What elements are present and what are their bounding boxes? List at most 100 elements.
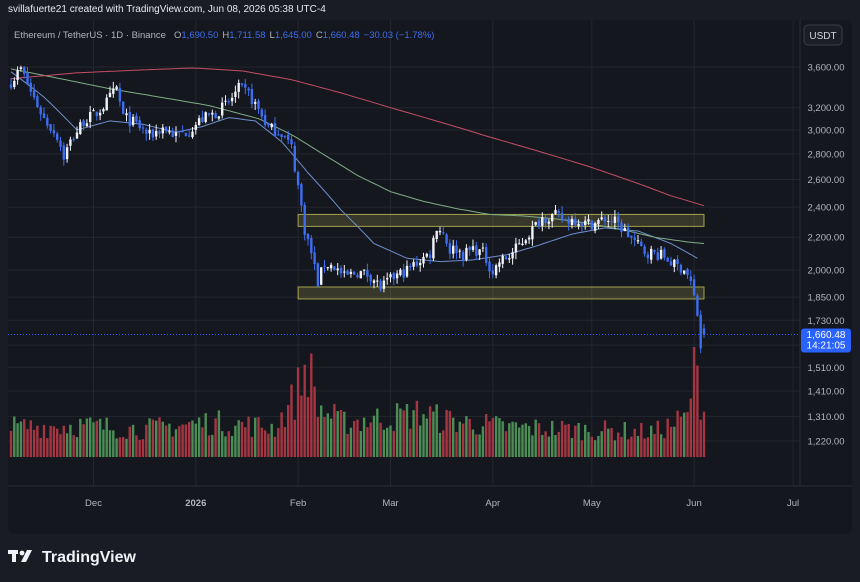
candle-body[interactable] (359, 271, 362, 279)
candle-body[interactable] (349, 271, 353, 275)
candle-body[interactable] (478, 249, 481, 256)
candle-body[interactable] (287, 134, 290, 140)
candle-body[interactable] (13, 80, 16, 88)
candle-body[interactable] (399, 269, 402, 276)
candle-body[interactable] (135, 115, 138, 122)
candle-body[interactable] (85, 123, 89, 127)
candle-body[interactable] (240, 83, 244, 85)
candle-body[interactable] (293, 145, 296, 172)
candle-body[interactable] (623, 227, 626, 232)
candle-body[interactable] (323, 265, 326, 267)
candle-body[interactable] (316, 263, 320, 287)
candle-body[interactable] (511, 252, 514, 259)
candle-body[interactable] (277, 134, 280, 136)
candle-body[interactable] (518, 243, 521, 245)
candle-body[interactable] (310, 238, 313, 254)
candle-body[interactable] (379, 280, 382, 291)
candle-body[interactable] (461, 252, 465, 261)
candle-body[interactable] (504, 256, 508, 260)
candle-body[interactable] (290, 139, 293, 145)
candle-body[interactable] (273, 123, 277, 136)
candle-body[interactable] (69, 139, 72, 146)
candle-body[interactable] (610, 221, 613, 223)
candle-body[interactable] (481, 247, 485, 249)
candle-body[interactable] (92, 110, 95, 112)
candle-body[interactable] (211, 112, 214, 115)
candle-body[interactable] (207, 113, 211, 115)
candle-body[interactable] (425, 253, 428, 257)
candle-body[interactable] (564, 219, 567, 221)
candle-body[interactable] (656, 252, 659, 260)
candle-body[interactable] (118, 88, 122, 102)
candle-body[interactable] (590, 220, 593, 230)
candle-body[interactable] (485, 247, 488, 263)
candle-body[interactable] (448, 243, 452, 254)
candle-body[interactable] (366, 269, 369, 277)
candle-body[interactable] (89, 111, 92, 122)
candle-body[interactable] (666, 257, 669, 262)
candle-body[interactable] (491, 270, 494, 275)
candle-body[interactable] (108, 92, 112, 98)
chart-panel[interactable]: 3,600.00 3,200.00 3,000.00 2,800.00 2,600.00… (8, 20, 852, 534)
candle-body[interactable] (131, 116, 135, 126)
candle-body[interactable] (445, 234, 448, 244)
candle-body[interactable] (603, 217, 607, 222)
candle-body[interactable] (372, 280, 376, 283)
candle-body[interactable] (577, 223, 580, 227)
candle-body[interactable] (39, 107, 42, 115)
candle-body[interactable] (376, 280, 379, 282)
candle-body[interactable] (98, 112, 102, 116)
candle-body[interactable] (537, 220, 541, 227)
candle-body[interactable] (217, 116, 221, 119)
candle-body[interactable] (72, 139, 75, 141)
candle-body[interactable] (386, 278, 389, 280)
candle-body[interactable] (95, 111, 98, 117)
candle-body[interactable] (32, 90, 36, 98)
candle-body[interactable] (313, 252, 316, 265)
candle-body[interactable] (663, 249, 666, 258)
candle-body[interactable] (468, 247, 471, 251)
candle-body[interactable] (613, 216, 617, 223)
candle-body[interactable] (306, 233, 310, 240)
candle-body[interactable] (531, 226, 534, 240)
candle-body[interactable] (16, 70, 19, 81)
candle-body[interactable] (52, 130, 56, 134)
candle-body[interactable] (620, 222, 623, 232)
candle-body[interactable] (353, 271, 356, 275)
candle-body[interactable] (521, 243, 524, 246)
candle-body[interactable] (498, 262, 501, 267)
candle-body[interactable] (428, 254, 432, 258)
candle-body[interactable] (683, 270, 686, 274)
candle-body[interactable] (122, 101, 125, 114)
candle-body[interactable] (501, 255, 504, 264)
candle-body[interactable] (326, 267, 329, 269)
price-axis[interactable]: 3,600.00 3,200.00 3,000.00 2,800.00 2,600.00… (808, 63, 845, 448)
candle-body[interactable] (49, 124, 52, 131)
candle-body[interactable] (669, 261, 673, 266)
candle-body[interactable] (191, 131, 194, 138)
candle-body[interactable] (188, 135, 191, 137)
candle-body[interactable] (178, 130, 181, 133)
candle-body[interactable] (362, 269, 366, 271)
candle-body[interactable] (260, 109, 263, 117)
candle-body[interactable] (161, 127, 164, 134)
candle-body[interactable] (230, 97, 234, 102)
candle-body[interactable] (65, 147, 69, 160)
candle-body[interactable] (560, 212, 564, 220)
candle-body[interactable] (158, 131, 161, 134)
candle-body[interactable] (679, 264, 683, 273)
candle-body[interactable] (19, 67, 23, 70)
candle-body[interactable] (171, 130, 174, 137)
candle-body[interactable] (659, 249, 663, 259)
candle-body[interactable] (395, 273, 399, 279)
candle-body[interactable] (640, 241, 643, 246)
candle-body[interactable] (128, 112, 131, 127)
candle-body[interactable] (59, 140, 62, 147)
candle-body[interactable] (138, 120, 141, 129)
candle-body[interactable] (673, 259, 676, 268)
candle-body[interactable] (250, 89, 254, 104)
candle-body[interactable] (494, 265, 498, 276)
candle-body[interactable] (696, 295, 699, 316)
candle-body[interactable] (422, 256, 425, 264)
candle-body[interactable] (389, 274, 392, 278)
